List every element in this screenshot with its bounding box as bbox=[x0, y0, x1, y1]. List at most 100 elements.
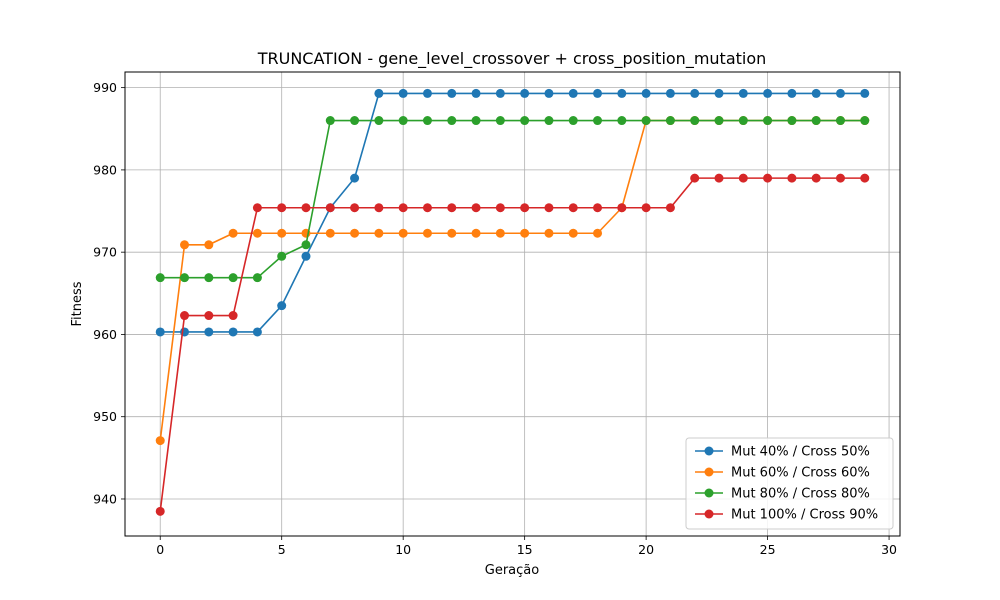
axes-ticks: 0 5 10 15 20 25 30 940 950 960 970 980 990 bbox=[93, 80, 897, 557]
data-point bbox=[252, 228, 262, 238]
series-1 bbox=[155, 88, 870, 337]
x-tick-label: 0 bbox=[156, 542, 164, 557]
plot-frame bbox=[124, 71, 901, 537]
data-point bbox=[180, 240, 190, 250]
data-point bbox=[350, 203, 360, 213]
y-axis-label: Fitness bbox=[70, 281, 85, 326]
data-point bbox=[447, 203, 457, 213]
data-point bbox=[350, 116, 360, 126]
data-point bbox=[325, 203, 335, 213]
data-point bbox=[374, 228, 384, 238]
data-point bbox=[665, 116, 675, 126]
data-point bbox=[714, 88, 724, 98]
data-point bbox=[714, 116, 724, 126]
data-point bbox=[544, 203, 554, 213]
data-point bbox=[860, 116, 870, 126]
legend-item: Mut 100% / Cross 90% bbox=[695, 508, 878, 523]
data-point bbox=[228, 327, 238, 337]
data-point bbox=[350, 173, 360, 183]
data-point bbox=[641, 88, 651, 98]
data-point bbox=[787, 116, 797, 126]
data-point bbox=[252, 203, 262, 213]
legend-marker bbox=[704, 488, 714, 498]
data-point bbox=[860, 88, 870, 98]
data-point bbox=[325, 116, 335, 126]
data-point bbox=[763, 173, 773, 183]
data-point bbox=[835, 88, 845, 98]
legend-item: Mut 60% / Cross 60% bbox=[695, 466, 870, 481]
data-point bbox=[495, 228, 505, 238]
data-point bbox=[422, 228, 432, 238]
data-point bbox=[277, 251, 287, 261]
data-point bbox=[520, 116, 530, 126]
x-tick-label: 25 bbox=[760, 542, 776, 557]
legend-item: Mut 80% / Cross 80% bbox=[695, 487, 870, 502]
data-point bbox=[277, 228, 287, 238]
data-point bbox=[277, 203, 287, 213]
data-point bbox=[568, 88, 578, 98]
data-point bbox=[447, 116, 457, 126]
data-point bbox=[520, 88, 530, 98]
legend-marker bbox=[704, 467, 714, 477]
data-point bbox=[690, 116, 700, 126]
data-point bbox=[374, 203, 384, 213]
data-point bbox=[180, 273, 190, 283]
data-point bbox=[520, 228, 530, 238]
data-point bbox=[204, 240, 214, 250]
data-point bbox=[641, 203, 651, 213]
data-point bbox=[155, 436, 165, 446]
data-point bbox=[228, 273, 238, 283]
data-point bbox=[422, 88, 432, 98]
data-point bbox=[180, 311, 190, 321]
legend: Mut 40% / Cross 50% Mut 60% / Cross 60% Mu… bbox=[685, 437, 894, 530]
data-point bbox=[544, 88, 554, 98]
series-3 bbox=[155, 116, 870, 283]
data-point bbox=[252, 327, 262, 337]
data-point bbox=[398, 88, 408, 98]
data-point bbox=[471, 228, 481, 238]
data-point bbox=[593, 203, 603, 213]
data-point bbox=[544, 228, 554, 238]
data-point bbox=[301, 203, 311, 213]
data-point bbox=[690, 88, 700, 98]
data-point bbox=[350, 228, 360, 238]
data-point bbox=[301, 240, 311, 250]
data-point bbox=[787, 173, 797, 183]
data-point bbox=[811, 173, 821, 183]
data-point bbox=[568, 116, 578, 126]
data-point bbox=[228, 311, 238, 321]
legend-box bbox=[685, 437, 894, 530]
data-point bbox=[641, 116, 651, 126]
data-point bbox=[447, 228, 457, 238]
data-point bbox=[593, 116, 603, 126]
data-point bbox=[374, 116, 384, 126]
data-point bbox=[787, 88, 797, 98]
data-point bbox=[155, 506, 165, 516]
data-point bbox=[252, 273, 262, 283]
data-point bbox=[738, 173, 748, 183]
legend-marker bbox=[704, 509, 714, 519]
data-point bbox=[495, 203, 505, 213]
x-tick-label: 15 bbox=[517, 542, 533, 557]
data-point bbox=[155, 327, 165, 337]
data-point bbox=[277, 301, 287, 311]
data-point bbox=[495, 116, 505, 126]
data-point bbox=[593, 228, 603, 238]
legend-item: Mut 40% / Cross 50% bbox=[695, 445, 870, 460]
data-point bbox=[544, 116, 554, 126]
data-point bbox=[860, 173, 870, 183]
data-point bbox=[835, 116, 845, 126]
data-point bbox=[811, 88, 821, 98]
x-tick-label: 10 bbox=[395, 542, 411, 557]
data-point bbox=[690, 173, 700, 183]
data-point bbox=[763, 116, 773, 126]
y-tick-label: 970 bbox=[93, 245, 117, 260]
data-point bbox=[471, 116, 481, 126]
data-point bbox=[398, 203, 408, 213]
y-tick-label: 990 bbox=[93, 80, 117, 95]
legend-marker bbox=[704, 446, 714, 456]
data-point bbox=[568, 228, 578, 238]
data-point bbox=[325, 228, 335, 238]
data-point bbox=[204, 273, 214, 283]
